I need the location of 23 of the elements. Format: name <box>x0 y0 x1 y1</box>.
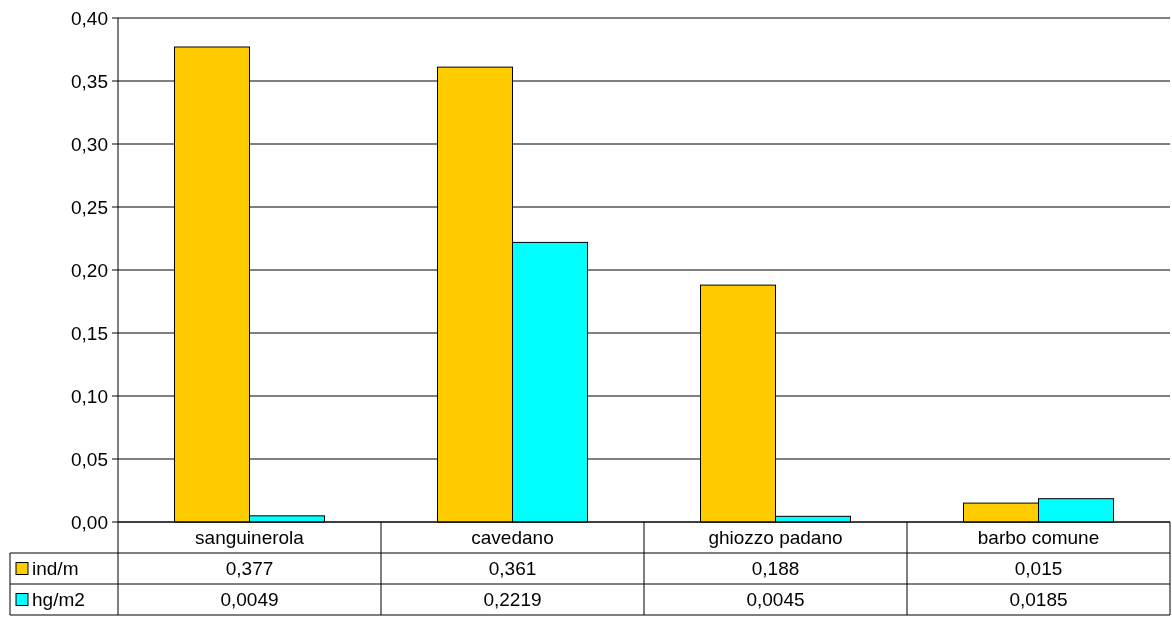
data-label: 0,0185 <box>1009 589 1068 611</box>
y-tick-label: 0,20 <box>71 259 108 281</box>
y-tick-label: 0,05 <box>71 448 108 470</box>
data-label: 0,377 <box>225 558 274 580</box>
data-label: 0,0045 <box>746 589 805 611</box>
y-tick-label: 0,35 <box>71 70 108 92</box>
x-tick-label: ghiozzo padano <box>708 527 843 549</box>
x-tick-label: cavedano <box>471 527 554 549</box>
y-tick-label: 0,10 <box>71 385 108 407</box>
data-label: 0,2219 <box>483 589 542 611</box>
x-tick-label: barbo comune <box>977 527 1100 549</box>
data-label: 0,015 <box>1014 558 1063 580</box>
legend-label: hg/m2 <box>32 589 85 611</box>
y-tick-label: 0,30 <box>71 133 108 155</box>
y-tick-label: 0,15 <box>71 322 108 344</box>
legend-label: ind/m <box>32 558 79 580</box>
data-label: 0,188 <box>751 558 800 580</box>
data-label: 0,0049 <box>220 589 279 611</box>
y-tick-label: 0,00 <box>71 511 108 533</box>
y-tick-label: 0,40 <box>71 7 108 29</box>
data-label: 0,361 <box>488 558 537 580</box>
y-tick-label: 0,25 <box>71 196 108 218</box>
x-tick-label: sanguinerola <box>195 527 305 549</box>
